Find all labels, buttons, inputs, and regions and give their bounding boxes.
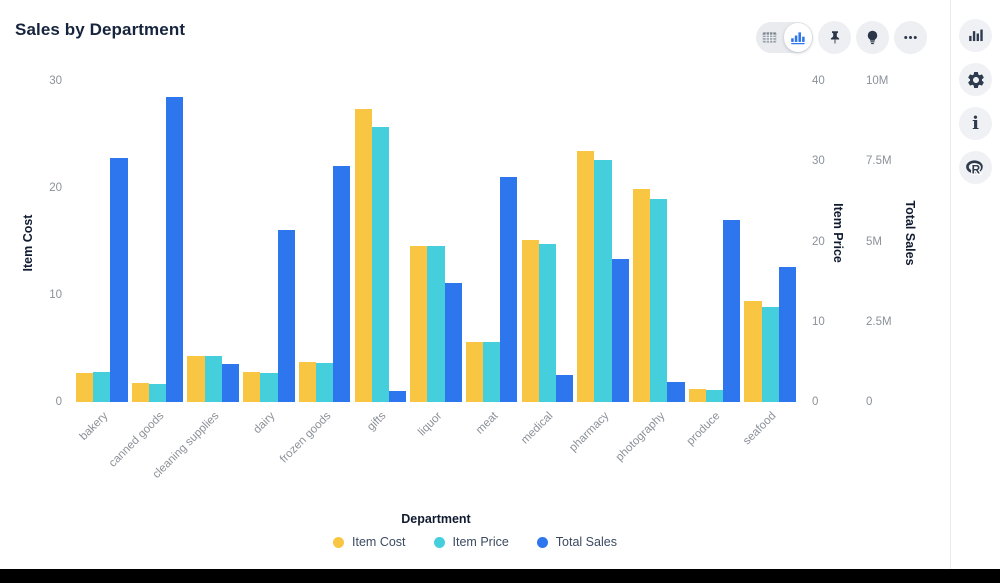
bar-item-cost-pharmacy[interactable]: [577, 150, 595, 402]
bar-item-price-pharmacy[interactable]: [594, 160, 612, 402]
bar-total-sales-canned-goods[interactable]: [166, 97, 184, 402]
bar-item-cost-canned-goods[interactable]: [131, 382, 149, 402]
bar-total-sales-gifts[interactable]: [388, 391, 407, 402]
pushpin-icon: [830, 30, 839, 44]
settings-button[interactable]: [959, 63, 992, 96]
legend-item-item-price[interactable]: Item Price: [433, 535, 509, 549]
y-tick-price-0: 0: [812, 396, 819, 408]
pin-button[interactable]: [818, 21, 851, 54]
y-tick-cost-10: 10: [49, 289, 62, 301]
y-tick-cost-30: 30: [49, 75, 62, 87]
y-tick-price-40: 40: [812, 75, 825, 87]
lightbulb-icon: [867, 30, 878, 45]
bar-item-cost-bakery[interactable]: [76, 373, 94, 402]
ellipsis-icon: [904, 35, 917, 40]
chart-card: Sales by Department: [0, 20, 950, 549]
bar-total-sales-meat[interactable]: [500, 177, 518, 402]
y-tick-price-30: 30: [812, 155, 825, 168]
bar-chart-icon: [791, 32, 805, 45]
chart-toolbar: [756, 21, 927, 54]
bar-item-cost-liquor[interactable]: [410, 245, 428, 402]
bar-item-price-medical[interactable]: [538, 243, 556, 402]
r-logo-button[interactable]: R R: [959, 151, 992, 184]
bar-total-sales-dairy[interactable]: [277, 230, 295, 402]
svg-text:R: R: [972, 163, 981, 177]
bar-item-price-photography[interactable]: [650, 198, 668, 402]
insights-button[interactable]: [856, 21, 889, 54]
table-icon: [763, 32, 777, 43]
bar-total-sales-frozen-goods[interactable]: [333, 166, 351, 402]
bar-item-cost-medical[interactable]: [521, 240, 539, 402]
bottom-bar: [0, 569, 1000, 583]
svg-text:R: R: [972, 163, 981, 177]
info-icon: i: [972, 112, 979, 134]
chart-view-button[interactable]: [783, 23, 812, 52]
bar-item-price-gifts[interactable]: [371, 126, 389, 402]
side-toolbar: i R R: [951, 0, 1000, 569]
bar-total-sales-photography[interactable]: [667, 382, 685, 402]
bar-item-cost-gifts[interactable]: [354, 108, 372, 402]
bar-item-cost-meat[interactable]: [465, 342, 484, 402]
legend-label: Item Price: [452, 535, 509, 549]
bar-total-sales-produce[interactable]: [723, 220, 741, 402]
y-tick-sales-5m: 5M: [866, 235, 882, 248]
panel-divider: [950, 0, 951, 569]
bar-total-sales-bakery[interactable]: [110, 158, 128, 402]
info-button[interactable]: i: [959, 107, 992, 140]
bar-item-price-bakery[interactable]: [93, 371, 111, 402]
bar-item-cost-photography[interactable]: [632, 189, 651, 402]
bar-item-price-dairy[interactable]: [260, 373, 278, 402]
bar-item-cost-cleaning-supplies[interactable]: [187, 355, 205, 402]
bar-total-sales-pharmacy[interactable]: [611, 258, 629, 402]
y-tick-cost-0: 0: [55, 396, 62, 408]
bar-item-price-canned-goods[interactable]: [148, 383, 167, 402]
bar-total-sales-seafood[interactable]: [778, 267, 796, 402]
bar-item-cost-seafood[interactable]: [744, 301, 762, 402]
y-tick-price-20: 20: [812, 235, 825, 248]
total-sales-swatch-icon: [536, 536, 548, 548]
y-tick-sales-2.5m: 2.5M: [866, 315, 892, 328]
bar-item-price-liquor[interactable]: [427, 245, 445, 402]
y-tick-cost-20: 20: [49, 182, 62, 194]
bar-item-cost-dairy[interactable]: [243, 372, 261, 402]
x-axis-title: Department: [401, 512, 471, 526]
y-tick-sales-0: 0: [866, 396, 873, 408]
axis-title-cost: Item Cost: [21, 214, 35, 272]
bar-chart-icon: [969, 29, 983, 42]
gear-icon: [967, 71, 984, 88]
bar-item-price-meat[interactable]: [483, 341, 501, 402]
plot-area: 0 10 20 30 0 10 20 30 40 0 2.5M 5M 7.5M 10M Item Cost I…: [21, 75, 917, 481]
bar-item-price-cleaning-supplies[interactable]: [204, 356, 222, 402]
bar-total-sales-medical[interactable]: [555, 375, 574, 402]
y-tick-sales-7.5m: 7.5M: [866, 155, 892, 168]
axis-title-sales: Total Sales: [903, 200, 917, 266]
item-price-swatch-icon: [433, 536, 445, 548]
r-logo-icon: R R: [966, 160, 983, 178]
bar-item-cost-frozen-goods[interactable]: [298, 362, 316, 402]
bar-total-sales-cleaning-supplies[interactable]: [221, 364, 240, 402]
table-view-button[interactable]: [756, 22, 784, 53]
item-cost-swatch-icon: [333, 536, 345, 548]
legend-label: Item Cost: [352, 535, 406, 549]
bar-item-cost-produce[interactable]: [688, 389, 706, 402]
more-button[interactable]: [894, 21, 927, 54]
view-toggle: [756, 22, 813, 53]
bar-item-price-seafood[interactable]: [761, 307, 779, 402]
legend-item-total-sales[interactable]: Total Sales: [536, 535, 617, 549]
bar-item-price-frozen-goods[interactable]: [316, 363, 334, 402]
bar-item-price-produce[interactable]: [705, 389, 724, 402]
bar-total-sales-liquor[interactable]: [444, 283, 462, 402]
legend-item-item-cost[interactable]: Item Cost: [333, 535, 406, 549]
axis-title-price: Item Price: [831, 203, 845, 263]
legend: Item Cost Item Price Total Sales: [0, 535, 950, 549]
y-tick-price-10: 10: [812, 315, 825, 328]
legend-label: Total Sales: [555, 535, 617, 549]
chart-panel-button[interactable]: [959, 19, 992, 52]
y-tick-sales-10m: 10M: [866, 75, 889, 87]
chart-title: Sales by Department: [15, 20, 186, 39]
